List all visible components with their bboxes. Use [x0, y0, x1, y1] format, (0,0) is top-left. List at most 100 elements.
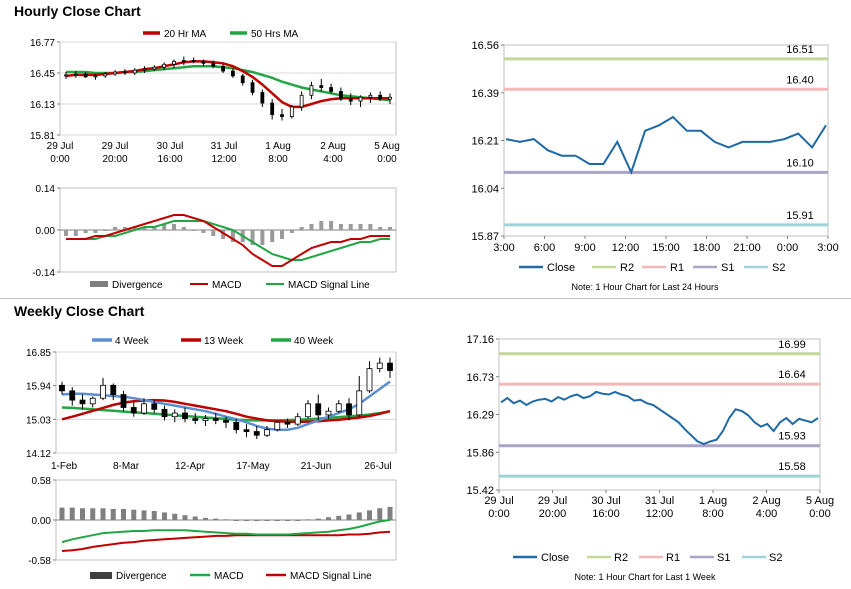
- legend-r1: R1: [670, 262, 684, 274]
- x-tick-label: 0:00: [809, 508, 830, 520]
- candle-body: [142, 68, 147, 71]
- x-tick: 31 Jul: [211, 141, 238, 152]
- divergence-bar: [141, 510, 147, 520]
- y-tick-label: 15.81: [30, 131, 55, 142]
- legend-macd-signal-line: MACD Signal Line: [290, 571, 372, 582]
- candle-body: [221, 65, 225, 72]
- candle-body: [171, 412, 178, 418]
- x-tick-label: 29 Jul: [484, 495, 513, 507]
- candle-body: [113, 71, 117, 75]
- candle-body: [309, 85, 314, 96]
- hourly-price-chart: 20 Hr MA 50 Hrs MA 16.7716.4516.1315.81 …: [30, 29, 400, 165]
- divergence-bar: [299, 227, 304, 230]
- candle-body: [201, 60, 206, 64]
- x-tick: 20:00: [102, 154, 127, 165]
- divergence-bar: [80, 508, 85, 520]
- legend-r2: R2: [614, 552, 628, 564]
- hourly-close-chart-title: Hourly Close Chart: [14, 3, 141, 19]
- y-tick-label: 15.87: [471, 231, 499, 243]
- macd-signal-line: [66, 220, 390, 261]
- candle-body: [299, 94, 304, 108]
- legend-s1: S1: [717, 552, 730, 564]
- candle-body: [253, 431, 260, 436]
- x-tick-label: 2 Aug: [752, 495, 780, 507]
- divergence-bar: [230, 230, 235, 242]
- legend-divergence: Divergence: [112, 280, 163, 291]
- y-tick-label: 16.21: [471, 136, 499, 148]
- x-tick-label: 12:00: [612, 242, 640, 254]
- divergence-bar: [103, 230, 108, 231]
- candle-body: [329, 87, 333, 92]
- ma20-line: [65, 60, 390, 109]
- candle-body: [103, 73, 108, 77]
- y-tick-label: 16.77: [30, 38, 55, 49]
- legend-macd: MACD: [212, 280, 241, 291]
- divergence-bar: [162, 512, 167, 520]
- level-r2-label: 16.51: [786, 44, 814, 56]
- hourly-macd-chart: 0.14 0.00 -0.14 Divergence MACD MACD Signa…: [32, 184, 397, 291]
- candle-body: [83, 73, 88, 78]
- y-tick-label: 15.42: [466, 485, 494, 497]
- candle-body: [192, 418, 199, 421]
- candle-body: [64, 74, 68, 77]
- weekly-macd-chart: 0.58 0.00 -0.58 Divergence MACD MACD Signa…: [28, 476, 397, 582]
- y-tick-label: 0.58: [32, 476, 52, 487]
- divergence-bar: [315, 518, 321, 520]
- x-tick: 1-Feb: [51, 461, 78, 472]
- divergence-bar: [285, 520, 290, 521]
- divergence-bar: [338, 224, 343, 230]
- candle-body: [368, 94, 373, 98]
- candle-body: [152, 66, 157, 70]
- y-tick-label: 0.00: [36, 226, 56, 237]
- level-s2-label: 15.91: [786, 210, 814, 222]
- level-s1-label: 16.10: [786, 157, 814, 169]
- divergence-bar: [59, 507, 65, 520]
- divergence-bar: [151, 511, 157, 520]
- candle-body: [284, 421, 291, 425]
- weekly-1w-y-axis: 17.16 16.73 16.29 15.86 15.42: [466, 334, 499, 497]
- divergence-bar: [367, 510, 372, 520]
- y-tick-label: 16.13: [30, 100, 55, 111]
- divergence-bar: [113, 227, 118, 230]
- legend-13-week: 13 Week: [204, 336, 244, 347]
- candle-body: [151, 403, 158, 410]
- legend-macd-signal-line: MACD Signal Line: [288, 280, 370, 291]
- candle-body: [141, 403, 147, 414]
- candle-body: [270, 102, 275, 116]
- divergence-bar: [172, 513, 178, 520]
- divergence-bar: [348, 224, 353, 230]
- divergence-bar: [319, 221, 324, 230]
- x-tick-label: 4:00: [756, 508, 777, 520]
- divergence-bar: [274, 520, 280, 521]
- candle-body: [325, 410, 332, 416]
- candle-body: [356, 390, 363, 416]
- candle-body: [132, 69, 137, 74]
- legend-close: Close: [541, 552, 569, 564]
- plot-frame: [498, 338, 821, 491]
- candle-body: [264, 429, 270, 436]
- weekly-1w-line-chart: 16.99 16.64 15.93 15.58 17.16 16.73 16.29 15.8…: [466, 334, 834, 582]
- candle-body: [110, 384, 117, 395]
- candle-body: [231, 70, 235, 77]
- x-tick-label: 21:00: [733, 242, 761, 254]
- candle-body: [348, 98, 353, 102]
- x-tick: 26-Jul: [364, 461, 391, 472]
- candle-body: [358, 96, 363, 102]
- legend-4-week: 4 Week: [115, 336, 150, 347]
- x-tick: 0:00: [377, 154, 397, 165]
- hourly-macd-legend: Divergence MACD MACD Signal Line: [90, 280, 370, 291]
- divergence-bar: [387, 506, 393, 520]
- x-tick: 29 Jul: [102, 141, 129, 152]
- candle-body: [59, 384, 65, 392]
- y-tick-label: 0.14: [36, 184, 56, 195]
- ma4-line: [61, 380, 391, 431]
- plot-frame: [55, 351, 397, 454]
- x-tick-label: 16:00: [592, 508, 620, 520]
- y-tick-label: 15.94: [26, 382, 51, 393]
- candle-body: [123, 71, 127, 74]
- candle-body: [387, 362, 393, 371]
- candle-body: [100, 384, 106, 399]
- divergence-bar: [182, 515, 188, 520]
- divergence-bar: [378, 227, 383, 230]
- divergence-bar: [152, 227, 157, 230]
